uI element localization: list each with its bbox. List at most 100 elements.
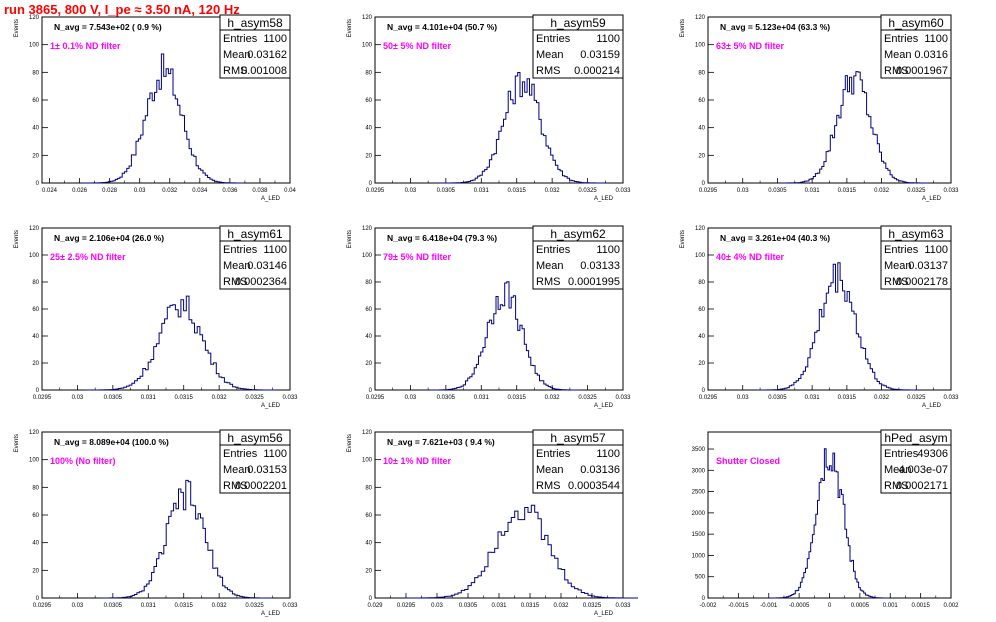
y-tick-label: 1500 <box>692 532 706 538</box>
y-tick-label: 20 <box>32 361 39 367</box>
stats-mean-value: 0.03159 <box>580 49 620 61</box>
y-tick-label: 20 <box>698 153 705 159</box>
stats-mean-value: 0.03146 <box>247 260 287 272</box>
panel-hPed_asym: -0.002 -0.0015 -0.001 -0.0005 0 0.0005 0.001 0.… <box>692 429 959 609</box>
stats-rms-label: RMS <box>536 65 560 77</box>
x-tick-label: 0.034 <box>192 188 208 194</box>
stats-entries-label: Entries <box>223 448 258 460</box>
x-tick-label: 0.032 <box>212 603 228 609</box>
navg-label: N_avg = 7.543e+02 ( 0.9 %) <box>54 22 162 32</box>
x-tick-label: 0.0315 <box>508 395 527 401</box>
stats-box <box>219 429 291 494</box>
histogram-line <box>404 504 638 599</box>
x-tick-label: 0.0305 <box>437 395 456 401</box>
x-tick-label: 0.001 <box>883 603 899 609</box>
filter-annotation: 1± 0.1% ND filter <box>50 41 121 51</box>
stats-rms-label: RMS <box>536 276 560 288</box>
x-axis-label: A_LED <box>261 403 281 409</box>
x-axis-label: A_LED <box>594 611 614 617</box>
filter-annotation: 50± 5% ND filter <box>383 41 451 51</box>
stats-rms-value: 0.001008 <box>241 65 287 77</box>
x-tick-label: 0.033 <box>615 188 631 194</box>
y-tick-label: 40 <box>365 334 372 340</box>
y-tick-label: 60 <box>32 513 39 519</box>
panel-h_asym63: 0.0295 0.03 0.0305 0.031 0.0315 0.032 0.0325 0.… <box>680 225 959 409</box>
x-axis-label: A_LED <box>594 403 614 409</box>
x-tick-label: 0.0295 <box>33 603 52 609</box>
stats-rms-label: RMS <box>884 480 908 492</box>
stats-box <box>880 14 952 79</box>
stats-rms-value: 0.0002201 <box>235 480 287 492</box>
stats-entries-label: Entries <box>536 33 571 45</box>
stats-entries-label: Entries <box>884 448 919 460</box>
stats-rms-value: 0.0001967 <box>896 65 948 77</box>
x-tick-label: -0.001 <box>760 603 778 609</box>
x-tick-label: 0.033 <box>943 188 959 194</box>
navg-label: N_avg = 2.106e+04 (26.0 %) <box>54 233 164 243</box>
stats-rms-label: RMS <box>223 276 247 288</box>
y-tick-label: 0 <box>369 388 373 394</box>
x-tick-label: 0.024 <box>42 188 58 194</box>
y-tick-label: 100 <box>29 458 40 464</box>
stats-entries-value: 1100 <box>596 244 620 256</box>
stats-entries-value: 1100 <box>924 244 948 256</box>
y-tick-label: 20 <box>32 153 39 159</box>
panel-h_asym62: 0.0295 0.03 0.0305 0.031 0.0315 0.032 0.0325 0.… <box>347 225 631 409</box>
y-tick-label: 120 <box>362 15 373 21</box>
y-tick-label: 1000 <box>692 553 706 559</box>
y-tick-label: 120 <box>29 430 40 436</box>
x-tick-label: 0.0325 <box>907 395 926 401</box>
y-tick-label: 100 <box>29 253 40 259</box>
panel-h_asym61: 0.0295 0.03 0.0305 0.031 0.0315 0.032 0.0325 0.… <box>14 225 298 409</box>
stats-entries-label: Entries <box>223 244 258 256</box>
stats-box <box>880 429 952 494</box>
x-tick-label: 0.0305 <box>104 395 123 401</box>
y-tick-label: 3000 <box>692 468 706 474</box>
x-tick-label: 0.031 <box>474 188 490 194</box>
stats-box <box>532 429 624 494</box>
x-tick-label: 0.031 <box>474 395 490 401</box>
x-tick-label: 0.03 <box>72 395 84 401</box>
stats-rms-value: 0.0003544 <box>568 480 620 492</box>
histogram-line <box>428 281 581 391</box>
histogram-line <box>757 262 919 391</box>
stats-mean-label: Mean <box>536 49 564 61</box>
x-tick-label: 0.036 <box>222 188 238 194</box>
y-tick-label: 60 <box>365 513 372 519</box>
y-tick-label: 20 <box>365 153 372 159</box>
y-tick-label: 100 <box>29 43 40 49</box>
stats-mean-label: Mean <box>223 464 251 476</box>
filter-annotation: 40± 4% ND filter <box>716 252 784 262</box>
x-tick-label: 0.031 <box>805 395 821 401</box>
x-tick-label: 0.0295 <box>397 603 416 609</box>
x-tick-label: 0.029 <box>367 603 383 609</box>
histogram-name: h_asym58 <box>227 16 283 30</box>
x-axis-label: A_LED <box>261 196 281 202</box>
stats-mean-value: 0.03162 <box>247 49 287 61</box>
stats-rms-value: 0.0002178 <box>896 276 948 288</box>
navg-label: N_avg = 6.418e+04 (79.3 %) <box>387 233 497 243</box>
y-tick-label: 80 <box>32 485 39 491</box>
stats-rms-value: 0.0002171 <box>896 480 948 492</box>
y-tick-label: 80 <box>698 280 705 286</box>
x-tick-label: 0.0315 <box>175 603 194 609</box>
y-tick-label: 120 <box>29 226 40 232</box>
x-tick-label: 0.026 <box>72 188 88 194</box>
histogram-name: h_asym61 <box>227 227 283 241</box>
x-tick-label: 0.038 <box>252 188 268 194</box>
stats-box <box>532 225 624 290</box>
run-title: run 3865, 800 V, I_pe ≈ 3.50 nA, 120 Hz <box>4 2 240 17</box>
stats-entries-label: Entries <box>536 244 571 256</box>
x-tick-label: 0.0315 <box>508 188 527 194</box>
y-tick-label: 60 <box>698 307 705 313</box>
histogram-name: h_asym59 <box>550 16 606 30</box>
filter-annotation: 79± 5% ND filter <box>383 252 451 262</box>
y-tick-label: 80 <box>365 280 372 286</box>
y-tick-label: 40 <box>32 541 39 547</box>
x-tick-label: 0.0325 <box>245 395 264 401</box>
stats-mean-label: Mean <box>536 464 564 476</box>
y-tick-label: 60 <box>32 307 39 313</box>
panel-h_asym58: 0.024 0.026 0.028 0.03 0.032 0.034 0.036 0.038 0… <box>14 14 296 202</box>
y-tick-label: 100 <box>695 43 706 49</box>
navg-label: N_avg = 5.123e+04 (63.3 %) <box>720 22 830 32</box>
